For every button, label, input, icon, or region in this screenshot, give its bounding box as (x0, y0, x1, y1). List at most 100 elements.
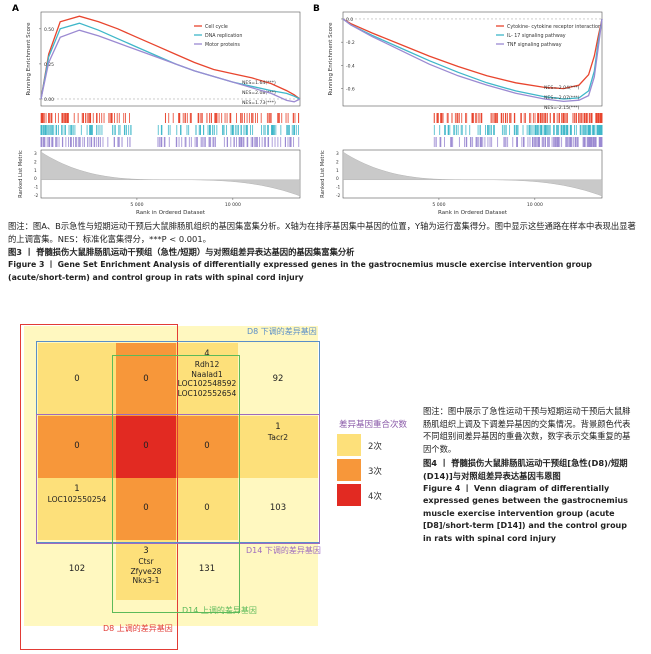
y-tick-label: -0.4 (346, 63, 355, 69)
figure3-title-en: Figure 3 丨 Gene Set Enrichment Analysis … (8, 260, 592, 282)
x-tick-label: 10 000 (225, 202, 241, 208)
venn-cell-genes: Rdh12 Naalad1 LOC102548592 LOC102552654 (177, 360, 237, 398)
legend-label-2: IL- 17 signaling pathway (507, 33, 566, 39)
label-d8-down: D8 下调的差异基因 (247, 327, 317, 336)
y-tick-label: 0.50 (44, 27, 54, 33)
venn-cell-r3c2: 0 (116, 478, 176, 540)
d8-up-outline (20, 324, 178, 650)
y-tick-label: 0.0 (346, 17, 353, 23)
plot-frame (342, 11, 603, 107)
venn-cell-value: 102 (68, 564, 86, 574)
venn-cell-r3c3: 0 (176, 478, 238, 540)
venn-cell-r1c1: 0 (38, 343, 116, 416)
venn-cell-value: 0 (143, 373, 149, 384)
venn-cell-r4c3: 131 (176, 540, 238, 600)
legend-label-4: 4次 (368, 492, 382, 502)
legend-swatch-2 (337, 434, 361, 456)
venn-cell-value: 131 (198, 564, 216, 574)
d14-up-outline (112, 355, 240, 613)
y-tick-label: 0.00 (44, 97, 54, 103)
metric-tick-label: 3 (34, 151, 37, 157)
nes-label-1: NES=1.64(***) (242, 80, 276, 86)
venn-cell-value: 1 (74, 484, 80, 494)
legend-swatch-3 (337, 459, 361, 481)
label-d14-down: D14 下调的差异基因 (246, 546, 321, 555)
ranked-metric-area (342, 151, 603, 197)
venn-cell-r3c1: 1 LOC102550254 (38, 478, 116, 540)
hit-bars-3 (40, 137, 300, 147)
venn-cell-r1c4: 92 (238, 343, 318, 416)
x-tick-label: 5 000 (432, 202, 445, 208)
venn-cell-value: 0 (143, 503, 149, 513)
x-axis-label: Rank in Ordered Dataset (136, 210, 206, 216)
series-line-2 (342, 18, 603, 100)
venn-cell-value: 0 (74, 441, 80, 451)
venn-cell-value: 0 (204, 441, 210, 451)
venn-cell-value: 3 (143, 546, 149, 556)
legend-label-2: DNA replication (205, 33, 242, 39)
venn-cell-value: 92 (272, 373, 284, 384)
metric-y-label: Ranked List Metric (18, 150, 24, 198)
venn-diagram: 0 0 4 Rdh12 Naalad1 LOC102548592 LOC1025526… (0, 318, 420, 654)
venn-cell-value: 4 (204, 349, 210, 359)
venn-cell-r2c2: 0 (116, 416, 176, 478)
venn-cell-value: 1 (275, 422, 281, 432)
metric-tick-label: 2 (336, 159, 339, 165)
ranked-metric-area (40, 151, 301, 197)
venn-cell-r3c4: 103 (238, 478, 318, 540)
panel-a-label: A (12, 4, 19, 14)
metric-tick-label: -1 (336, 185, 341, 191)
label-d8-up: D8 上调的差异基因 (103, 624, 173, 633)
figure4-title-cn: 图4 丨 脊髓损伤大鼠腓肠肌运动干预组[急性(D8)/短期(D14)]与对照组差… (423, 458, 628, 481)
hit-bars-3 (433, 137, 603, 147)
series-line-3 (342, 18, 603, 103)
hit-bars-2 (433, 125, 603, 135)
legend-swatch-4 (337, 484, 361, 506)
d14-down-outline (36, 414, 320, 544)
figure4-caption-cn: 图注：图中展示了急性运动干预与短期运动干预后大鼠腓肠肌组织上调及下调差异基因的交… (423, 406, 631, 455)
series-line-1 (40, 15, 301, 100)
venn-cell-r2c3: 0 (176, 416, 238, 478)
x-tick-label: 5 000 (130, 202, 143, 208)
y-axis-label: Running Enrichment Score (26, 22, 32, 96)
nes-label-3: NES=-2.15(***) (544, 105, 580, 111)
venn-cell-value: 0 (204, 503, 210, 513)
plot-frame (40, 11, 301, 107)
nes-label-2: NES=-2.07(***) (544, 95, 580, 101)
venn-cell-genes: Tacr2 (267, 433, 289, 442)
venn-cell-r4c1: 102 (38, 540, 116, 600)
hit-bars-1 (40, 113, 300, 123)
hit-bars-1 (433, 113, 603, 123)
legend-label-3: TNF signaling pathway (506, 42, 562, 48)
series-line-1 (342, 18, 603, 90)
label-d14-up: D14 上调的差异基因 (182, 606, 257, 615)
x-tick-label: 10 000 (527, 202, 543, 208)
metric-tick-label: -2 (336, 193, 341, 199)
venn-cell-genes: Ctsr Zfyve28 Nkx3-1 (130, 557, 162, 585)
metric-tick-label: 0 (336, 176, 339, 182)
venn-cell-value: 0 (74, 373, 80, 384)
legend-label-3: Motor proteins (205, 42, 240, 48)
nes-label-2: NES=2.08(***) (242, 90, 276, 96)
panel-b-label: B (313, 4, 320, 14)
legend-label-2: 2次 (368, 442, 382, 452)
metric-tick-label: 2 (34, 159, 37, 165)
metric-tick-label: 0 (34, 176, 37, 182)
legend-title: 差异基因重合次数 (339, 420, 408, 430)
y-tick-label: -0.2 (346, 40, 355, 46)
venn-cell-value: 103 (269, 503, 287, 513)
y-axis-label: Running Enrichment Score (328, 22, 334, 96)
y-tick-label: 0.25 (44, 62, 54, 68)
nes-label-1: NES=-2.04(***) (544, 85, 580, 91)
metric-y-label: Ranked List Metric (320, 150, 326, 198)
panel-b: 0.0 -0.2 -0.4 -0.6 Running Enrichment Score C… (320, 11, 603, 216)
nes-label-3: NES=1.73(***) (242, 100, 276, 106)
metric-tick-label: -2 (34, 193, 39, 199)
figure4-title-en: Figure 4 丨 Venn diagram of differentiall… (423, 484, 628, 543)
metric-tick-label: 3 (336, 151, 339, 157)
hit-bars-2 (40, 125, 299, 135)
metric-tick-label: 1 (336, 168, 339, 174)
venn-cell-value: 0 (143, 441, 149, 451)
